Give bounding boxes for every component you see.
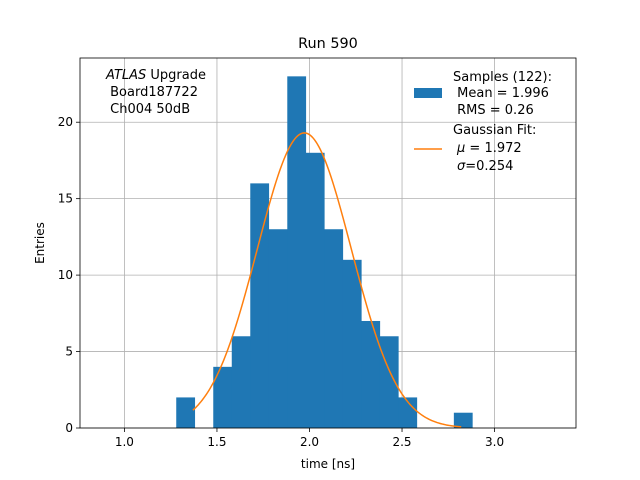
y-tick-label: 20: [58, 115, 73, 129]
histogram-bar: [342, 259, 362, 428]
y-axis-label: Entries: [33, 222, 47, 264]
y-tick-label: 5: [65, 345, 73, 359]
y-tick-label: 10: [58, 268, 73, 282]
y-tick-label: 0: [65, 421, 73, 435]
x-axis-ticks: 1.0 1.5 2.0 2.5 3.0: [115, 428, 504, 449]
x-tick-label: 1.0: [115, 435, 134, 449]
x-tick-label: 1.5: [207, 435, 226, 449]
legend-fit-mu: μ = 1.972: [456, 141, 522, 156]
histogram-bar: [268, 229, 288, 428]
board-label: Board187722: [106, 85, 198, 100]
channel-label: Ch004 50dB: [106, 102, 190, 117]
x-tick-label: 3.0: [485, 435, 504, 449]
x-axis-label: time [ns]: [301, 457, 355, 471]
upgrade-label: Upgrade: [146, 68, 206, 83]
mu-symbol: μ: [456, 141, 465, 156]
legend-fit-title: Gaussian Fit:: [453, 123, 536, 138]
chart-title: Run 590: [298, 36, 358, 52]
legend-samples-rms: RMS = 0.26: [453, 103, 534, 118]
histogram-bar: [176, 397, 196, 428]
x-tick-label: 2.5: [392, 435, 411, 449]
legend-fit-sigma: σ=0.254: [457, 159, 513, 174]
histogram-bar: [287, 76, 307, 428]
sigma-symbol: σ: [457, 159, 466, 174]
atlas-label: ATLAS: [105, 68, 146, 83]
gaussian-fit-line: [192, 132, 462, 428]
atlas-annotation: ATLAS Upgrade Board187722 Ch004 50dB: [105, 68, 206, 117]
histogram-bar: [213, 366, 233, 428]
sigma-value: =0.254: [465, 159, 513, 174]
y-axis-ticks: 0 5 10 15 20: [58, 115, 80, 435]
histogram-bar: [250, 183, 270, 428]
legend-samples-mean: Mean = 1.996: [453, 86, 549, 101]
y-tick-label: 15: [58, 192, 73, 206]
histogram-bar: [231, 336, 251, 428]
legend-samples-title: Samples (122):: [453, 70, 552, 85]
histogram-bar: [361, 320, 381, 428]
legend-swatch-samples: [414, 88, 442, 98]
legend: Samples (122): Mean = 1.996 RMS = 0.26 G…: [414, 70, 552, 174]
histogram-bar: [398, 397, 418, 428]
histogram-bar: [324, 229, 344, 428]
plot-frame: [79, 57, 577, 429]
x-tick-label: 2.0: [300, 435, 319, 449]
histogram-bar: [453, 412, 473, 428]
plot-area: [79, 57, 577, 429]
histogram-bars: [176, 76, 473, 428]
histogram-bar: [305, 152, 325, 428]
mu-value: = 1.972: [465, 141, 521, 156]
atlas-upgrade-line: ATLAS Upgrade: [105, 68, 206, 83]
